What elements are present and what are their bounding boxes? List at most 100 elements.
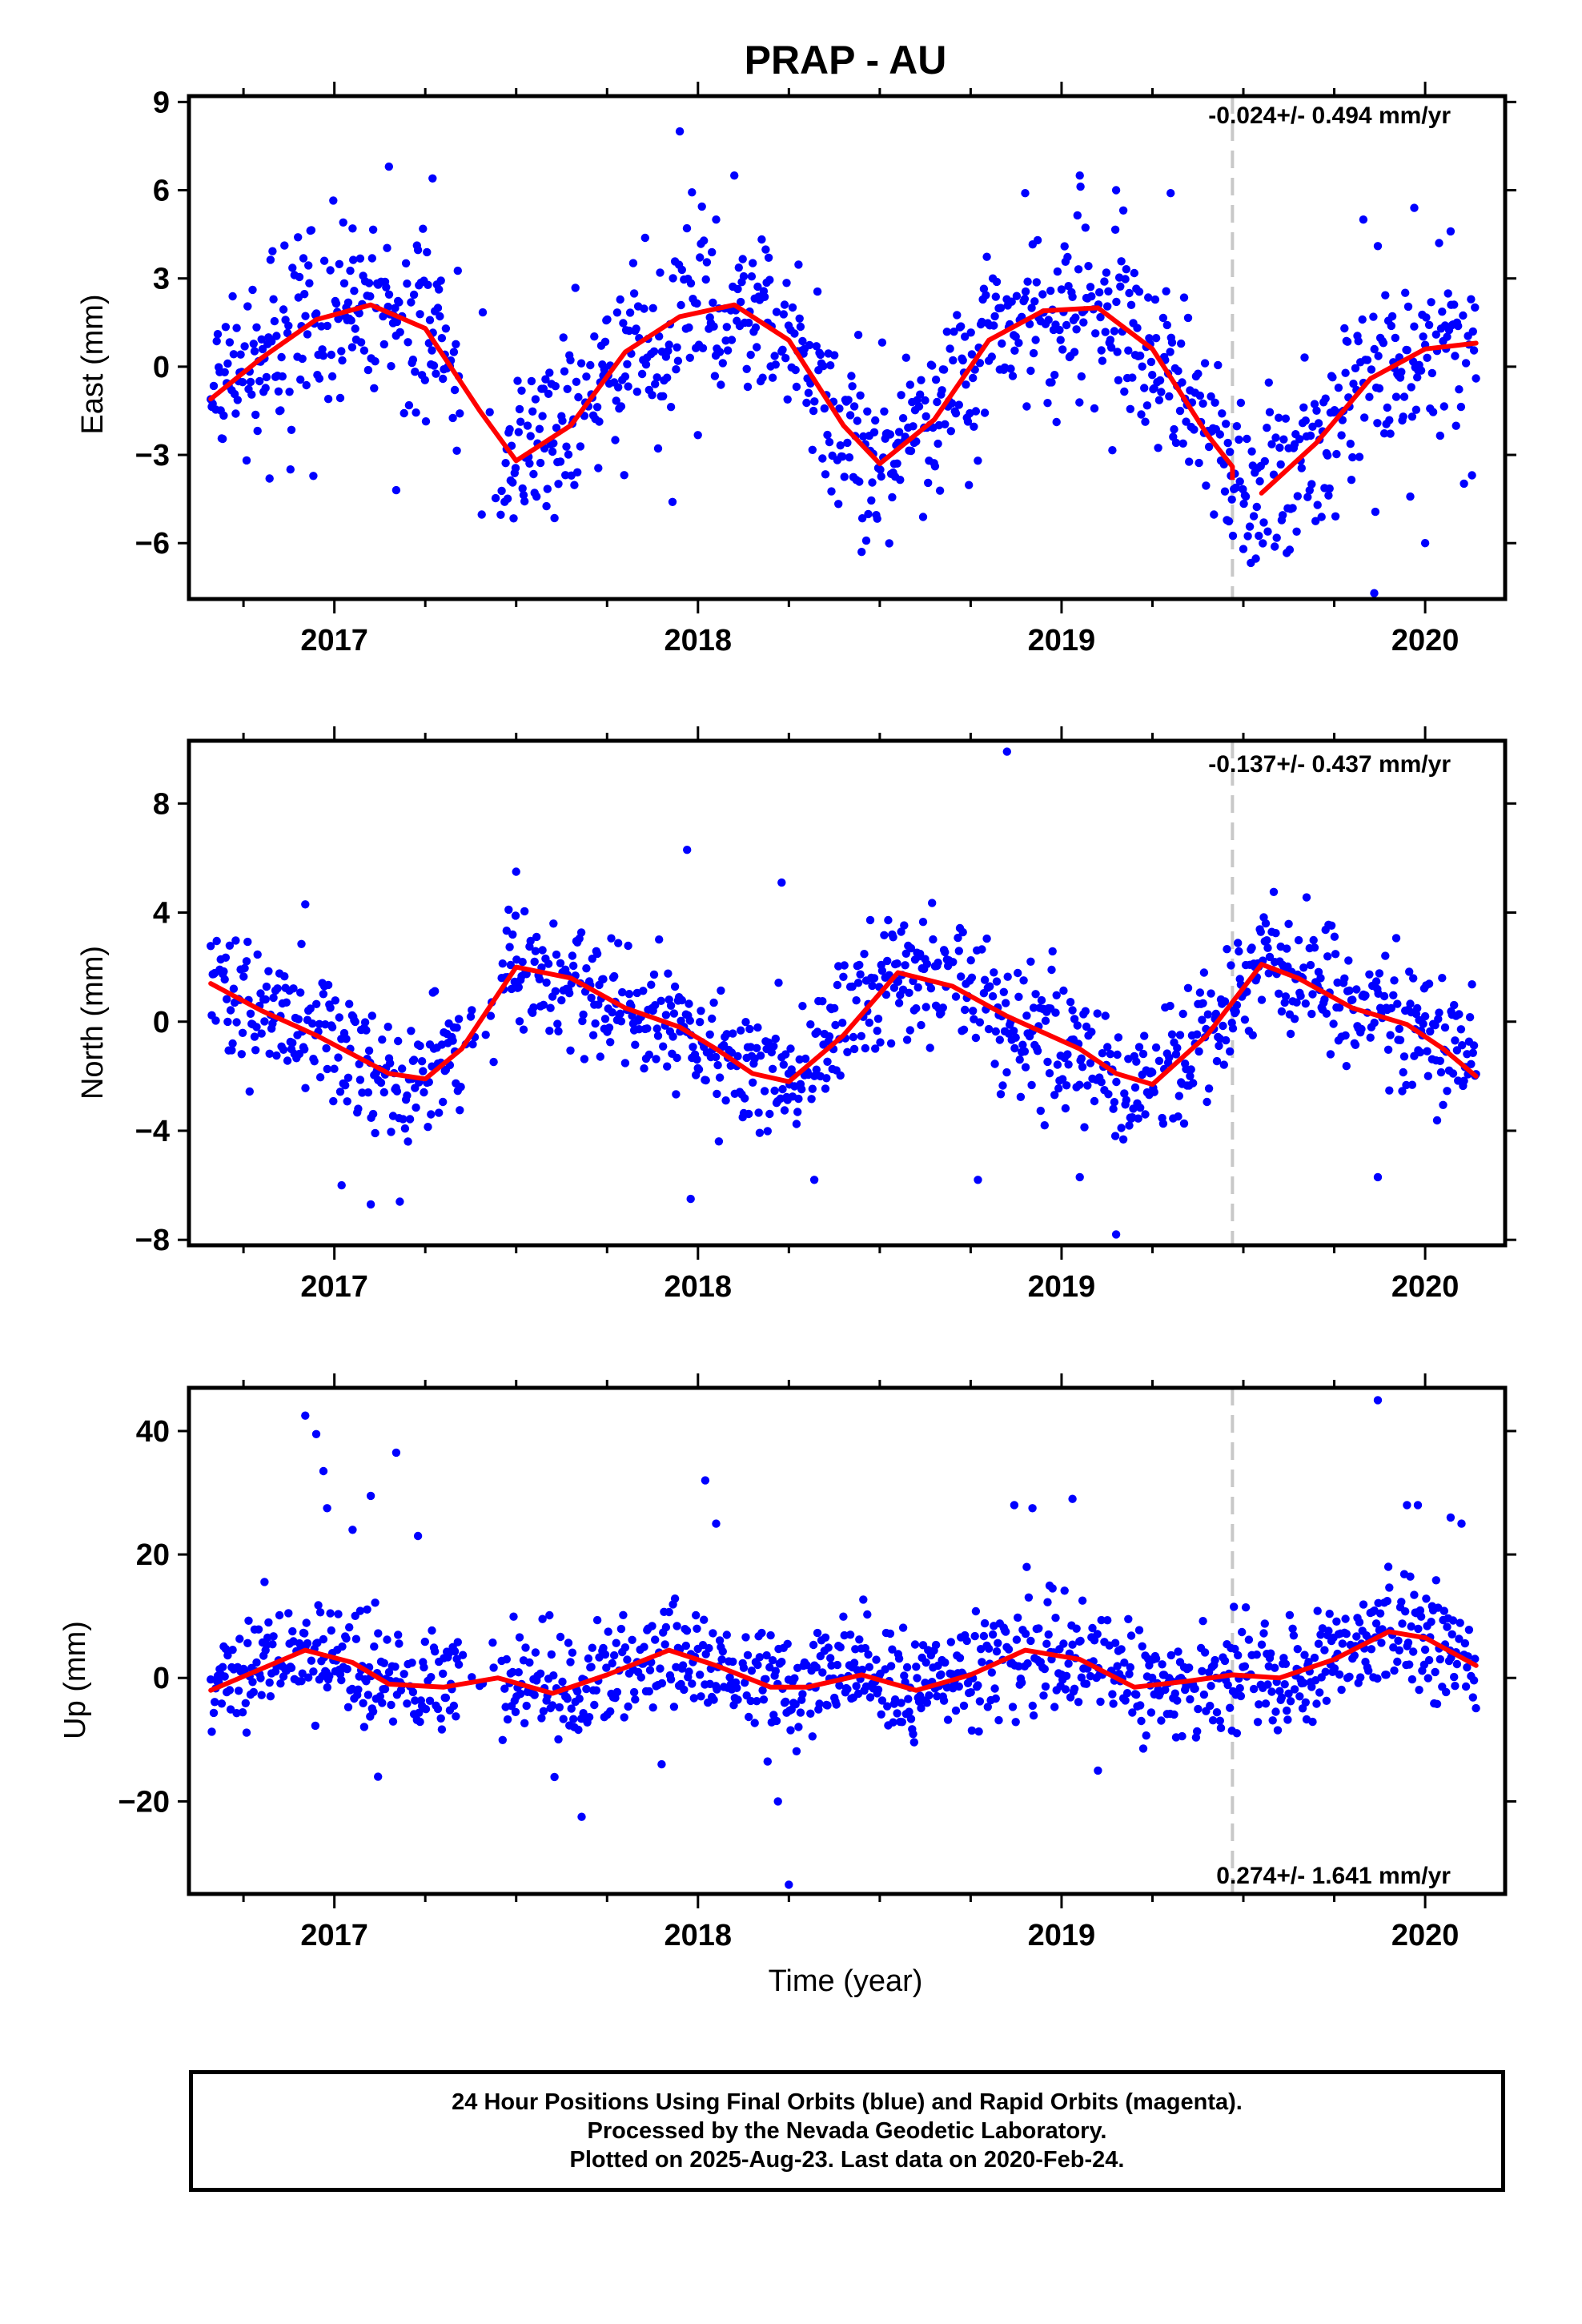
data-point: [379, 1088, 388, 1097]
data-point: [656, 1664, 665, 1673]
data-point: [1295, 435, 1304, 444]
data-point: [1195, 391, 1205, 400]
data-point: [798, 1690, 807, 1699]
outlier-point: [319, 1466, 328, 1476]
data-point: [217, 1699, 227, 1708]
outlier-point: [683, 846, 692, 854]
data-point: [252, 323, 261, 332]
data-point: [514, 428, 523, 436]
data-point: [1232, 422, 1242, 431]
data-point: [1364, 1667, 1373, 1675]
data-point: [412, 1103, 420, 1112]
data-point: [1240, 1015, 1250, 1024]
data-point: [670, 1594, 680, 1603]
data-point: [790, 1674, 799, 1683]
data-point: [856, 970, 865, 979]
data-point: [768, 1064, 777, 1074]
data-point: [1294, 935, 1303, 945]
data-point: [877, 1710, 885, 1719]
data-point: [794, 1723, 803, 1731]
data-point: [249, 1687, 258, 1697]
data-point: [1012, 1635, 1022, 1644]
data-point: [833, 980, 842, 990]
data-point: [228, 1039, 237, 1048]
data-point: [1204, 1084, 1214, 1093]
data-point: [917, 376, 926, 384]
y-tick-label: 0: [153, 1662, 170, 1695]
data-point: [864, 509, 873, 519]
data-point: [1050, 1091, 1059, 1100]
data-point: [272, 332, 281, 340]
data-point: [571, 283, 580, 292]
data-point: [525, 459, 534, 468]
data-point: [1416, 366, 1426, 375]
data-point: [502, 1655, 511, 1664]
data-point: [628, 1635, 636, 1644]
data-point: [640, 1064, 648, 1073]
data-point: [889, 933, 897, 942]
data-point: [304, 1673, 313, 1682]
data-point: [1050, 1703, 1059, 1711]
data-point: [535, 424, 544, 433]
data-point: [1189, 1079, 1198, 1088]
data-point: [623, 1655, 632, 1664]
data-point: [1200, 359, 1210, 368]
data-point: [559, 1715, 568, 1723]
data-point: [1423, 1047, 1431, 1055]
data-point: [392, 317, 402, 327]
data-point: [1062, 320, 1071, 330]
data-point: [453, 1638, 462, 1647]
data-point: [1383, 1045, 1393, 1055]
data-point: [425, 316, 435, 324]
data-point: [1042, 1639, 1051, 1648]
data-point: [848, 982, 857, 991]
data-point: [400, 1670, 408, 1679]
data-point: [1178, 378, 1186, 387]
data-point: [309, 472, 318, 480]
data-point: [500, 1684, 509, 1693]
data-point: [350, 287, 359, 296]
data-point: [1423, 1674, 1433, 1683]
data-point: [1117, 257, 1126, 266]
data-point: [1026, 957, 1035, 967]
outlier-point: [857, 548, 866, 557]
data-point: [1253, 1718, 1263, 1727]
data-point: [331, 996, 339, 1005]
data-point: [334, 315, 343, 324]
data-point: [563, 1695, 572, 1703]
data-point: [780, 1106, 789, 1115]
data-point: [600, 365, 608, 374]
data-point: [745, 1109, 753, 1119]
data-point: [665, 1607, 673, 1617]
data-point: [299, 254, 308, 263]
data-point: [1461, 359, 1471, 368]
data-point: [1117, 1645, 1126, 1654]
east-seasonal-fit: [208, 302, 1479, 496]
data-point: [682, 223, 692, 233]
data-point: [1299, 1679, 1308, 1687]
data-point: [1456, 1025, 1466, 1034]
data-point: [367, 1011, 376, 1020]
data-point: [1206, 1701, 1215, 1711]
data-point: [822, 1074, 831, 1083]
data-point: [1186, 1072, 1195, 1081]
data-point: [545, 1027, 554, 1035]
data-point: [761, 245, 770, 254]
data-point: [1207, 989, 1215, 998]
data-point: [1082, 1679, 1091, 1688]
data-point: [1249, 512, 1259, 521]
data-point: [552, 950, 561, 959]
data-point: [885, 1629, 895, 1638]
data-point: [1024, 1593, 1034, 1602]
data-point: [648, 1703, 657, 1712]
data-point: [1275, 443, 1284, 452]
data-point: [1104, 1090, 1113, 1099]
data-point: [1271, 929, 1280, 938]
data-point: [958, 927, 967, 937]
data-point: [991, 292, 1001, 301]
data-point: [1070, 1015, 1079, 1023]
data-point: [379, 312, 387, 321]
data-point: [1456, 402, 1466, 412]
data-point: [1358, 315, 1367, 324]
data-point: [1293, 492, 1303, 501]
